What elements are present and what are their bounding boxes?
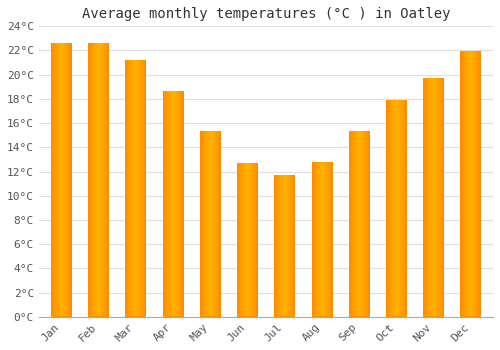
Bar [274,175,276,317]
Bar [423,316,444,317]
Bar [88,316,108,317]
Bar [237,163,238,317]
Bar [460,316,481,317]
Bar [51,43,52,317]
Bar [460,52,462,317]
Bar [349,316,370,317]
Bar [386,100,387,317]
Bar [219,132,220,317]
Bar [88,43,90,317]
Bar [237,316,258,317]
Bar [331,162,332,317]
Bar [368,132,370,317]
Bar [70,43,72,317]
Bar [386,316,406,317]
Bar [126,316,146,317]
Bar [200,316,220,317]
Bar [182,92,183,317]
Bar [162,316,183,317]
Bar [200,132,201,317]
Bar [294,175,295,317]
Bar [349,132,350,317]
Bar [144,60,146,317]
Bar [162,92,164,317]
Bar [312,316,332,317]
Bar [423,78,424,317]
Bar [51,316,72,317]
Bar [480,52,481,317]
Bar [442,78,444,317]
Title: Average monthly temperatures (°C ) in Oatley: Average monthly temperatures (°C ) in Oa… [82,7,450,21]
Bar [274,316,295,317]
Bar [256,163,258,317]
